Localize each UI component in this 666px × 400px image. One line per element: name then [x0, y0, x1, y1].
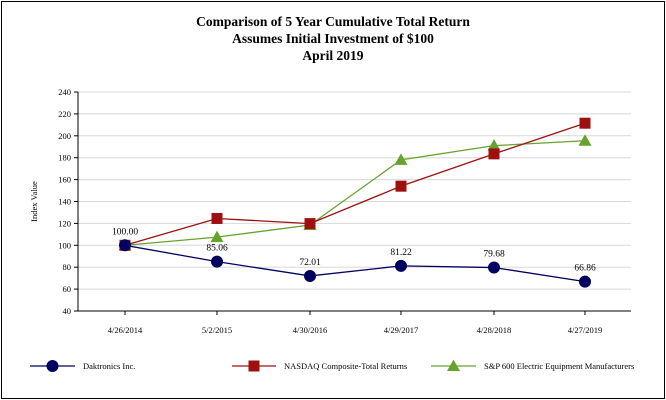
chart-subtitle-date: April 2019 [302, 48, 364, 63]
series-line-square [124, 122, 586, 246]
legend-marker-square [248, 360, 260, 372]
y-tick-label: 220 [58, 109, 71, 119]
data-point-circle [119, 239, 131, 252]
data-label: 79.68 [483, 250, 505, 260]
data-point-circle [488, 261, 500, 274]
data-point-circle [395, 259, 407, 272]
legend-label: S&P 600 Electric Equipment Manufacturers [484, 361, 634, 371]
y-tick-label: 120 [58, 218, 71, 228]
legend-marker-triangle [447, 359, 460, 371]
legend-marker-circle [46, 360, 59, 372]
y-tick-label: 100 [58, 240, 71, 250]
x-tick-label: 4/29/2017 [384, 325, 418, 335]
series-line-triangle [124, 140, 586, 246]
y-axis-label: Index Value [29, 181, 39, 222]
y-tick-label: 80 [63, 262, 72, 272]
chart-subtitle-investment: Assumes Initial Investment of $100 [232, 31, 434, 46]
data-point-square [579, 117, 591, 129]
data-label: 100.00 [112, 227, 138, 237]
chart-title: Comparison of 5 Year Cumulative Total Re… [196, 14, 470, 29]
data-point-circle [304, 269, 316, 282]
legend-label: Daktronics Inc. [83, 361, 135, 371]
legend-label: NASDAQ Composite-Total Returns [284, 361, 407, 371]
y-tick-label: 60 [63, 284, 72, 294]
data-point-square [488, 148, 500, 160]
data-label: 72.01 [299, 258, 321, 268]
data-point-circle [579, 275, 591, 288]
y-tick-label: 140 [58, 197, 71, 207]
data-label: 85.06 [206, 244, 228, 254]
y-tick-label: 200 [58, 131, 71, 141]
data-point-triangle [394, 153, 408, 165]
x-tick-label: 4/30/2016 [293, 325, 327, 335]
y-tick-label: 180 [58, 153, 71, 163]
data-point-square [395, 180, 407, 192]
x-tick-label: 4/27/2019 [568, 325, 602, 335]
y-tick-label: 240 [58, 87, 71, 97]
data-point-square [304, 218, 316, 230]
y-tick-label: 40 [63, 306, 72, 316]
x-tick-label: 4/26/2014 [108, 325, 143, 335]
y-tick-label: 160 [58, 175, 71, 185]
x-tick-label: 5/2/2015 [202, 325, 232, 335]
data-point-triangle [578, 134, 592, 146]
data-point-square [211, 212, 223, 224]
series-line-circle [124, 244, 586, 283]
data-point-circle [211, 255, 223, 268]
x-tick-label: 4/28/2018 [477, 325, 511, 335]
data-label: 81.22 [390, 248, 412, 258]
data-point-triangle [210, 230, 224, 243]
data-label: 66.86 [574, 264, 596, 274]
data-point-triangle [487, 139, 501, 151]
